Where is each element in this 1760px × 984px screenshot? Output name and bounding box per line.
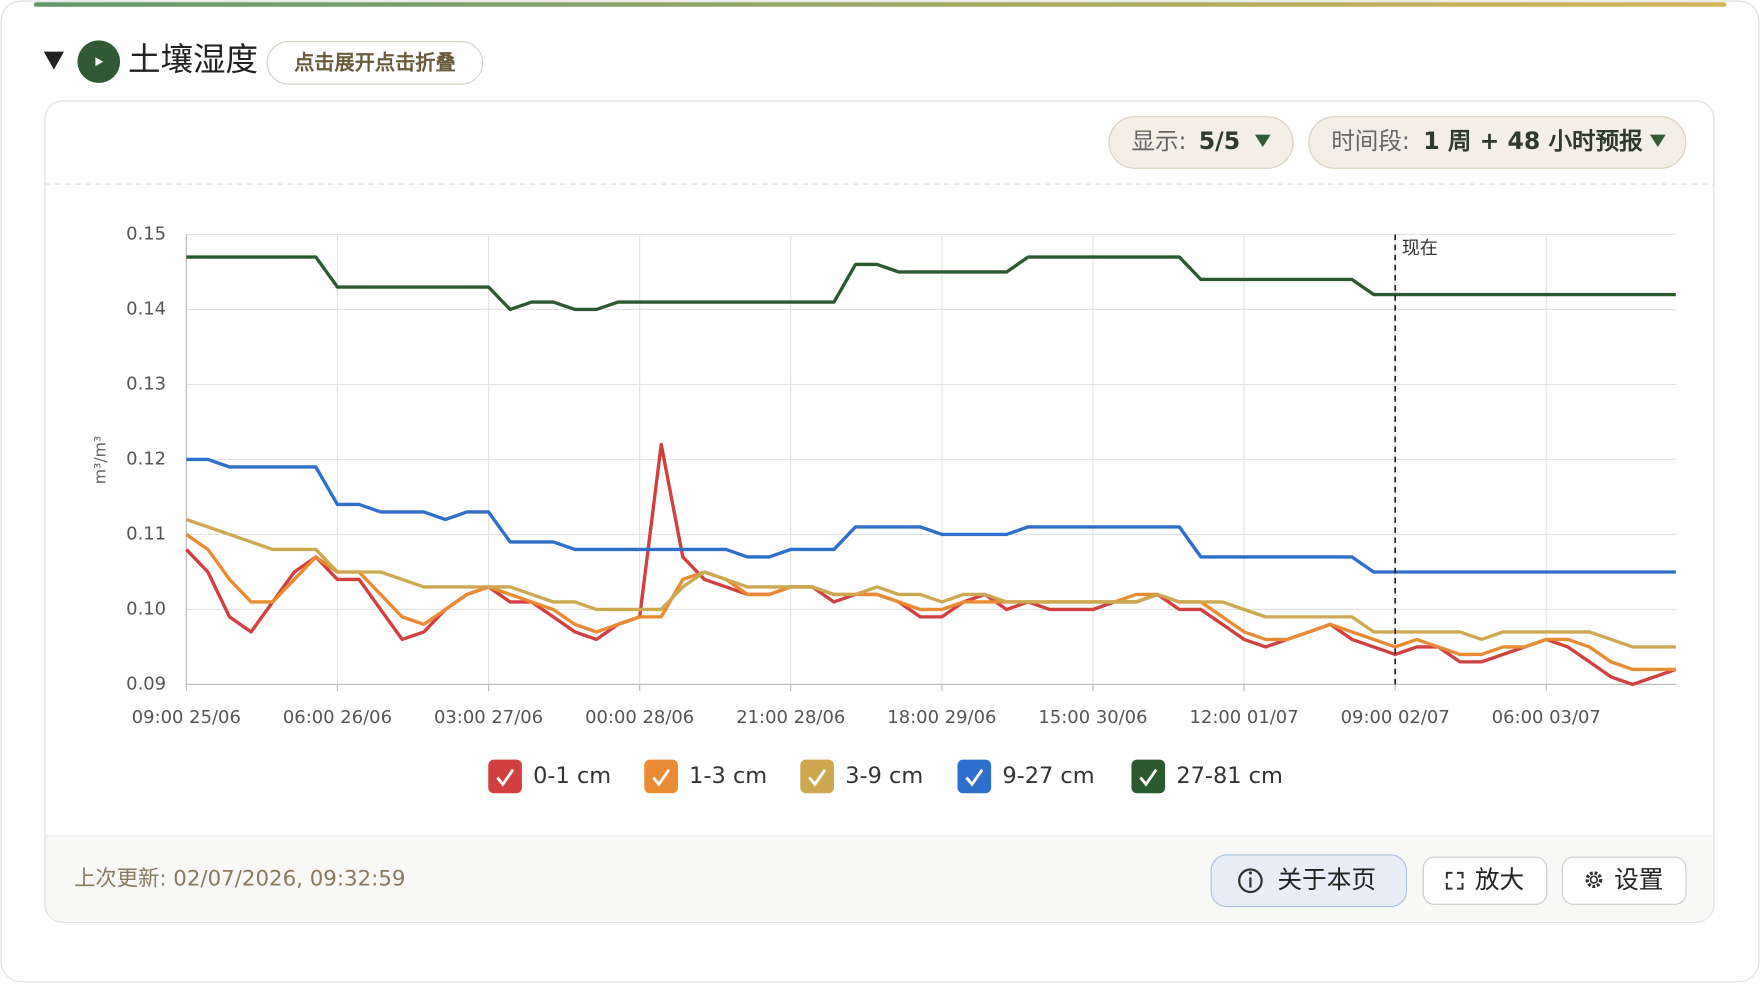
legend-check	[652, 768, 671, 787]
chart-card	[44, 100, 1715, 923]
series-line	[186, 255, 1676, 312]
period-select[interactable]	[1308, 116, 1687, 169]
plot: 0.09 0.10 0.11 0.12 0.13 0.14 0.15 09:00 25/06 0…	[126, 224, 1677, 794]
play-glyph	[95, 57, 104, 67]
info-icon	[1238, 868, 1263, 894]
legend-checkbox[interactable]	[800, 759, 834, 794]
dropdown-arrow	[1650, 134, 1666, 147]
gear-icon	[1589, 875, 1599, 884]
about-button[interactable]	[1210, 854, 1407, 908]
period-label: 时间段:	[1331, 127, 1410, 155]
x-tick-label: 15:00 30/06	[1038, 707, 1147, 728]
y-tick-label: 0.13	[126, 373, 166, 394]
legend-label: 0-1 cm	[533, 763, 611, 789]
info-icon	[1248, 871, 1252, 875]
legend-checkbox[interactable]	[488, 759, 522, 794]
y-tick-label: 0.12	[126, 448, 166, 469]
legend-check	[808, 768, 827, 787]
legend-label: 3-9 cm	[845, 763, 923, 789]
display-label: 显示:	[1131, 127, 1186, 155]
x-tick-label: 12:00 01/07	[1190, 707, 1299, 728]
legend-check	[965, 768, 984, 787]
x-tick-label: 21:00 28/06	[736, 707, 845, 728]
y-axis-label: m³/m³	[91, 436, 110, 484]
x-tick-label: 06:00 26/06	[283, 707, 392, 728]
top-accent	[33, 2, 1727, 7]
display-value: 5/5	[1199, 127, 1240, 155]
settings-button[interactable]	[1561, 856, 1687, 905]
x-tick-label: 09:00 02/07	[1341, 707, 1450, 728]
y-tick-label: 0.15	[126, 224, 166, 245]
settings-label: 设置	[1614, 865, 1663, 894]
series-line	[185, 517, 1676, 649]
y-tick-label: 0.09	[126, 673, 166, 694]
legend-checkbox[interactable]	[957, 759, 992, 794]
legend-check	[496, 768, 515, 787]
gear-icon	[1585, 871, 1603, 889]
dropdown-arrow	[1254, 134, 1271, 147]
legend-label: 27-81 cm	[1176, 763, 1283, 789]
x-tick-label: 09:00 25/06	[132, 707, 241, 728]
display-select[interactable]	[1108, 116, 1294, 169]
x-tick-label: 00:00 28/06	[585, 707, 694, 728]
now-label: 现在	[1402, 238, 1438, 259]
period-value: 1 周 + 48 小时预报	[1423, 127, 1643, 155]
toggle-button[interactable]	[266, 40, 484, 85]
about-label: 关于本页	[1277, 865, 1376, 894]
legend-checkbox[interactable]	[644, 759, 678, 794]
legend-label: 1-3 cm	[689, 763, 767, 789]
y-tick-label: 0.14	[126, 298, 166, 319]
collapse-arrow[interactable]	[43, 51, 64, 70]
series-line	[185, 442, 1677, 687]
y-tick-label: 0.11	[126, 523, 166, 544]
x-tick-label: 18:00 29/06	[887, 707, 996, 728]
zoom-icon	[1445, 871, 1464, 890]
legend-checkbox[interactable]	[1131, 759, 1166, 794]
x-tick-label: 06:00 03/07	[1492, 707, 1601, 728]
last-updated: 上次更新: 02/07/2026, 09:32:59	[74, 867, 405, 892]
x-tick-label: 03:00 27/06	[434, 707, 543, 728]
zoom-label: 放大	[1475, 865, 1524, 894]
toggle-label: 点击展开点击折叠	[294, 50, 456, 74]
series-line	[185, 533, 1676, 672]
series-line	[186, 457, 1676, 574]
zoom-button[interactable]	[1422, 856, 1548, 905]
legend-check	[1139, 768, 1158, 787]
section-title: 土壤湿度	[128, 41, 258, 79]
y-tick-label: 0.10	[126, 598, 166, 619]
legend-label: 9-27 cm	[1002, 763, 1094, 789]
